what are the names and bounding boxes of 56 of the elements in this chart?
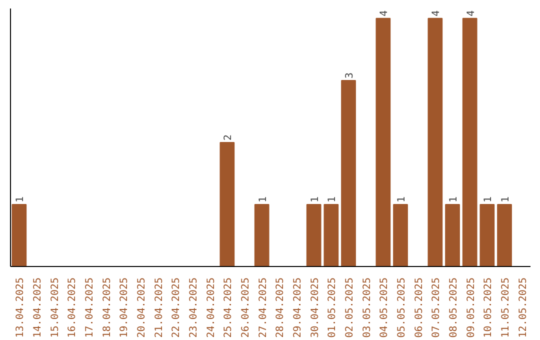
x-tick-label: 15.04.2025 — [50, 277, 61, 338]
data-label: 1 — [483, 196, 494, 202]
x-tick-label: 11.05.2025 — [500, 277, 512, 338]
bar — [306, 204, 322, 266]
x-tick-label: 01.05.2025 — [327, 277, 338, 338]
data-label: 1 — [396, 196, 408, 202]
x-tick-label: 29.04.2025 — [292, 277, 304, 338]
bar — [220, 142, 235, 266]
bar — [393, 204, 408, 266]
x-tick-label: 20.04.2025 — [136, 277, 148, 338]
data-label: 1 — [258, 196, 269, 202]
bar — [376, 18, 391, 266]
bar — [480, 204, 495, 266]
x-tick-label: 06.05.2025 — [414, 277, 425, 338]
x-tick-label: 23.04.2025 — [188, 277, 200, 338]
data-label: 1 — [15, 196, 26, 202]
x-tick-label: 04.05.2025 — [379, 277, 390, 338]
x-tick-label: 12.05.2025 — [518, 277, 529, 338]
bar — [428, 18, 443, 266]
x-tick-label: 28.04.2025 — [275, 277, 286, 338]
bar — [254, 204, 270, 266]
data-label: 1 — [448, 196, 460, 202]
x-tick-label: 30.04.2025 — [310, 277, 321, 338]
x-tick-label: 26.04.2025 — [240, 277, 252, 338]
data-label: 1 — [500, 196, 512, 202]
x-tick-label: 08.05.2025 — [448, 277, 460, 338]
bar — [341, 80, 356, 266]
x-tick-label: 22.04.2025 — [171, 277, 182, 338]
bar — [497, 204, 512, 266]
x-tick-label: 05.05.2025 — [396, 277, 408, 338]
x-tick-label: 21.04.2025 — [154, 277, 165, 338]
x-tick-label: 19.04.2025 — [119, 277, 130, 338]
data-label: 3 — [344, 72, 356, 78]
bar — [462, 18, 478, 266]
x-tick-label: 14.04.2025 — [32, 277, 44, 338]
data-label: 4 — [379, 10, 390, 16]
x-tick-label: 25.04.2025 — [223, 277, 234, 338]
x-tick-label: 13.04.2025 — [15, 277, 26, 338]
x-tick-label: 07.05.2025 — [431, 277, 442, 338]
x-tick-label: 24.04.2025 — [206, 277, 217, 338]
data-label: 4 — [431, 10, 442, 16]
x-tick-label: 09.05.2025 — [466, 277, 477, 338]
bar — [12, 204, 27, 266]
data-label: 2 — [223, 134, 234, 140]
x-tick-label: 03.05.2025 — [362, 277, 373, 338]
x-tick-label: 17.04.2025 — [84, 277, 96, 338]
x-tick-label: 18.04.2025 — [102, 277, 113, 338]
x-tick-label: 02.05.2025 — [344, 277, 356, 338]
data-label: 1 — [310, 196, 321, 202]
data-label: 4 — [466, 10, 477, 16]
x-tick-label: 10.05.2025 — [483, 277, 494, 338]
data-label: 1 — [327, 196, 338, 202]
x-tick-label: 27.04.2025 — [258, 277, 269, 338]
x-tick-label: 16.04.2025 — [67, 277, 78, 338]
bar — [324, 204, 339, 266]
bar — [445, 204, 460, 266]
